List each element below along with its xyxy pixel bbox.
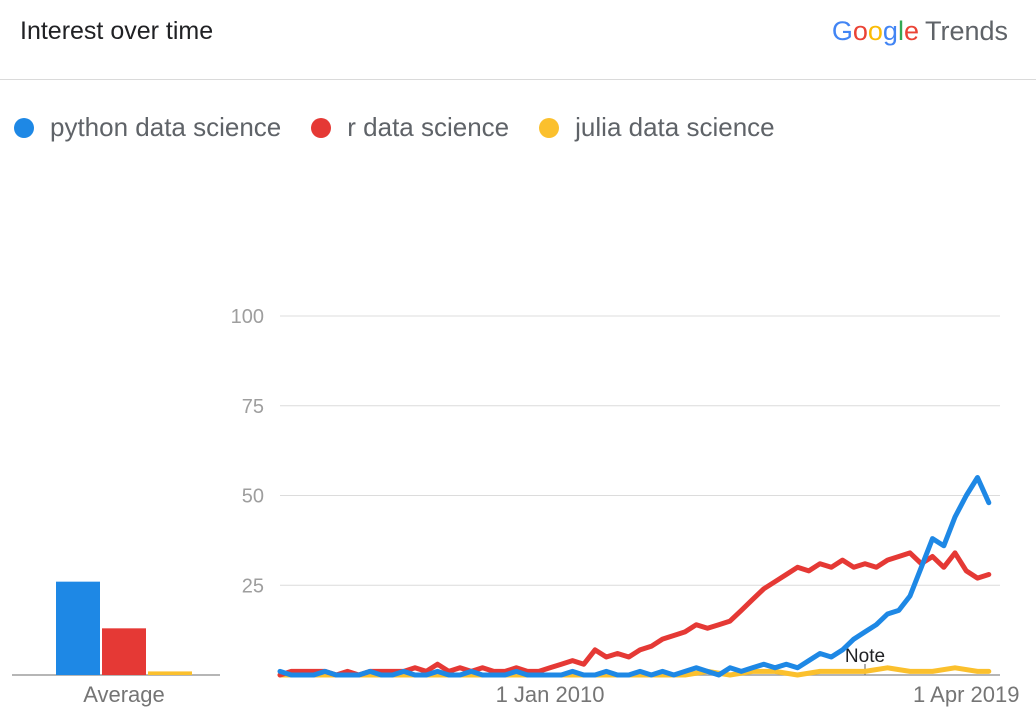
- average-bar-1: [102, 628, 146, 675]
- legend-dot-julia: [539, 117, 560, 138]
- legend-item-r[interactable]: r data science: [311, 112, 509, 143]
- chart-legend: python data science r data science julia…: [14, 112, 805, 143]
- note-label: Note: [845, 646, 885, 667]
- x-tick-label-0: 1 Jan 2010: [496, 682, 605, 707]
- average-bar-2: [148, 671, 192, 675]
- y-tick-label-75: 75: [242, 396, 264, 418]
- x-tick-label-1: 1 Apr 2019: [913, 682, 1019, 707]
- y-tick-label-25: 25: [242, 575, 264, 597]
- header: Interest over time Google Trends: [0, 0, 1036, 80]
- legend-dot-r: [311, 117, 332, 138]
- legend-item-julia[interactable]: julia data science: [539, 112, 775, 143]
- legend-item-python[interactable]: python data science: [14, 112, 281, 143]
- average-bar-0: [56, 581, 100, 675]
- average-label: Average: [83, 682, 165, 707]
- google-trends-logo: Google Trends: [831, 16, 1008, 46]
- y-tick-label-100: 100: [231, 306, 264, 328]
- page-title: Interest over time: [20, 17, 214, 45]
- legend-label-python: python data science: [50, 112, 282, 142]
- y-tick-label-50: 50: [242, 486, 264, 508]
- legend-label-r: r data science: [347, 112, 510, 142]
- legend-dot-python: [14, 117, 34, 138]
- legend-label-julia: julia data science: [575, 112, 775, 142]
- series-line-0: [277, 475, 992, 678]
